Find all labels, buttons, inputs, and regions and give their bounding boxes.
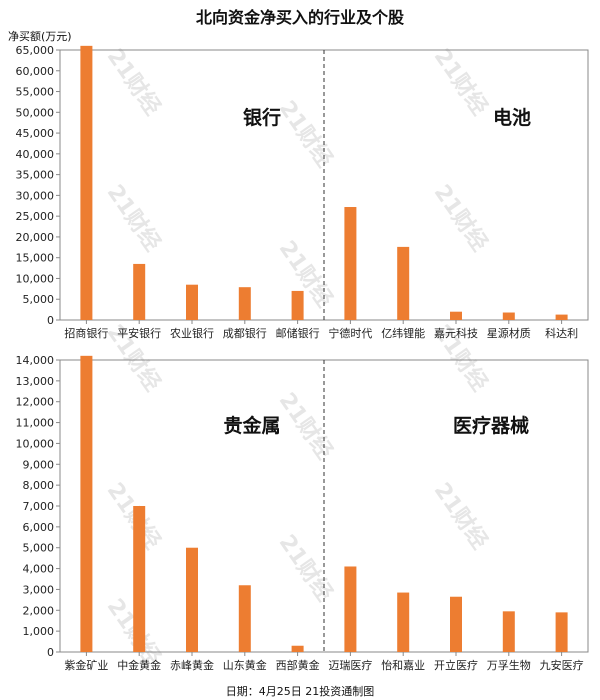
y-axis-unit-label: 净买额(万元): [8, 30, 72, 43]
x-category-label: 亿纬锂能: [381, 326, 425, 340]
x-category-label: 平安银行: [117, 326, 161, 340]
bar-亿纬锂能: [397, 246, 410, 320]
y-tick-label: 12,000: [16, 396, 55, 409]
x-category-label: 农业银行: [170, 326, 214, 340]
bar-宁德时代: [344, 207, 357, 320]
y-tick-label: 14,000: [16, 354, 55, 367]
y-tick-label: 6,000: [23, 521, 55, 534]
y-tick-label: 20,000: [16, 231, 55, 244]
bar-开立医疗: [450, 596, 462, 652]
y-tick-label: 0: [47, 646, 54, 659]
bar-九安医疗: [555, 612, 568, 652]
x-category-label: 紫金矿业: [64, 658, 108, 672]
bar-山东黄金: [238, 585, 251, 652]
footer-caption: 日期：4月25日 21投资通制图: [225, 685, 375, 698]
x-category-label: 招商银行: [64, 326, 108, 340]
bar-农业银行: [186, 284, 198, 320]
y-tick-label: 55,000: [16, 86, 55, 99]
y-tick-label: 1,000: [23, 625, 55, 638]
y-tick-label: 45,000: [16, 127, 55, 140]
y-tick-label: 2,000: [23, 604, 55, 617]
y-tick-label: 30,000: [16, 189, 55, 202]
x-category-label: 科达利: [545, 326, 578, 340]
segment-label: 银行: [243, 106, 281, 129]
y-tick-label: 5,000: [23, 542, 55, 555]
chart-title: 北向资金净买入的行业及个股: [195, 8, 404, 27]
y-tick-label: 3,000: [23, 583, 55, 596]
y-tick-label: 5,000: [23, 293, 55, 306]
y-tick-label: 10,000: [16, 437, 55, 450]
bar-星源材质: [502, 312, 515, 320]
x-category-label: 万孚生物: [487, 658, 531, 672]
watermark-text: 21财经: [102, 44, 166, 120]
x-category-label: 宁德时代: [328, 326, 372, 340]
watermark-text: 21财经: [274, 388, 338, 464]
x-category-label: 开立医疗: [434, 658, 478, 672]
bar-万孚生物: [502, 611, 515, 652]
x-category-label: 中金黄金: [117, 658, 161, 672]
bar-紫金矿业: [80, 355, 93, 652]
y-tick-label: 13,000: [16, 375, 55, 388]
y-tick-label: 4,000: [23, 563, 55, 576]
x-category-label: 怡和嘉业: [381, 658, 425, 672]
x-category-label: 山东黄金: [223, 658, 267, 672]
x-category-label: 赤峰黄金: [170, 658, 214, 672]
bar-赤峰黄金: [186, 547, 198, 652]
bar-成都银行: [238, 287, 251, 320]
segment-label: 医疗器械: [453, 414, 529, 437]
watermark-text: 21财经: [429, 478, 493, 554]
segment-label: 电池: [493, 106, 531, 129]
bar-怡和嘉业: [397, 592, 410, 652]
x-category-label: 成都银行: [223, 326, 267, 340]
y-tick-label: 9,000: [23, 458, 55, 471]
y-tick-label: 15,000: [16, 252, 55, 265]
y-tick-label: 11,000: [16, 417, 55, 430]
y-tick-label: 10,000: [16, 272, 55, 285]
bar-招商银行: [80, 45, 93, 320]
y-tick-label: 8,000: [23, 479, 55, 492]
watermark-text: 21财经: [429, 180, 493, 256]
bar-科达利: [555, 314, 568, 320]
bar-邮储银行: [291, 290, 304, 320]
bar-迈瑞医疗: [344, 566, 357, 652]
watermark-text: 21财经: [429, 44, 493, 120]
bar-平安银行: [133, 263, 146, 320]
x-category-label: 迈瑞医疗: [328, 658, 372, 672]
y-tick-label: 35,000: [16, 169, 55, 182]
y-tick-label: 40,000: [16, 148, 55, 161]
watermark-text: 21财经: [274, 96, 338, 172]
y-tick-label: 50,000: [16, 106, 55, 119]
x-category-label: 星源材质: [487, 326, 531, 340]
x-category-label: 邮储银行: [276, 326, 320, 340]
y-tick-label: 60,000: [16, 65, 55, 78]
y-tick-label: 25,000: [16, 210, 55, 223]
watermark-text: 21财经: [274, 236, 338, 312]
segment-label: 贵金属: [223, 414, 280, 437]
x-category-label: 西部黄金: [276, 658, 320, 672]
bar-西部黄金: [291, 645, 304, 652]
y-tick-label: 65,000: [16, 44, 55, 57]
bar-嘉元科技: [450, 311, 462, 320]
watermark-text: 21财经: [274, 530, 338, 606]
x-category-label: 嘉元科技: [434, 326, 478, 340]
y-tick-label: 7,000: [23, 500, 55, 513]
watermark-text: 21财经: [102, 180, 166, 256]
x-category-label: 九安医疗: [540, 658, 584, 672]
y-tick-label: 0: [47, 314, 54, 327]
bar-中金黄金: [133, 506, 146, 652]
